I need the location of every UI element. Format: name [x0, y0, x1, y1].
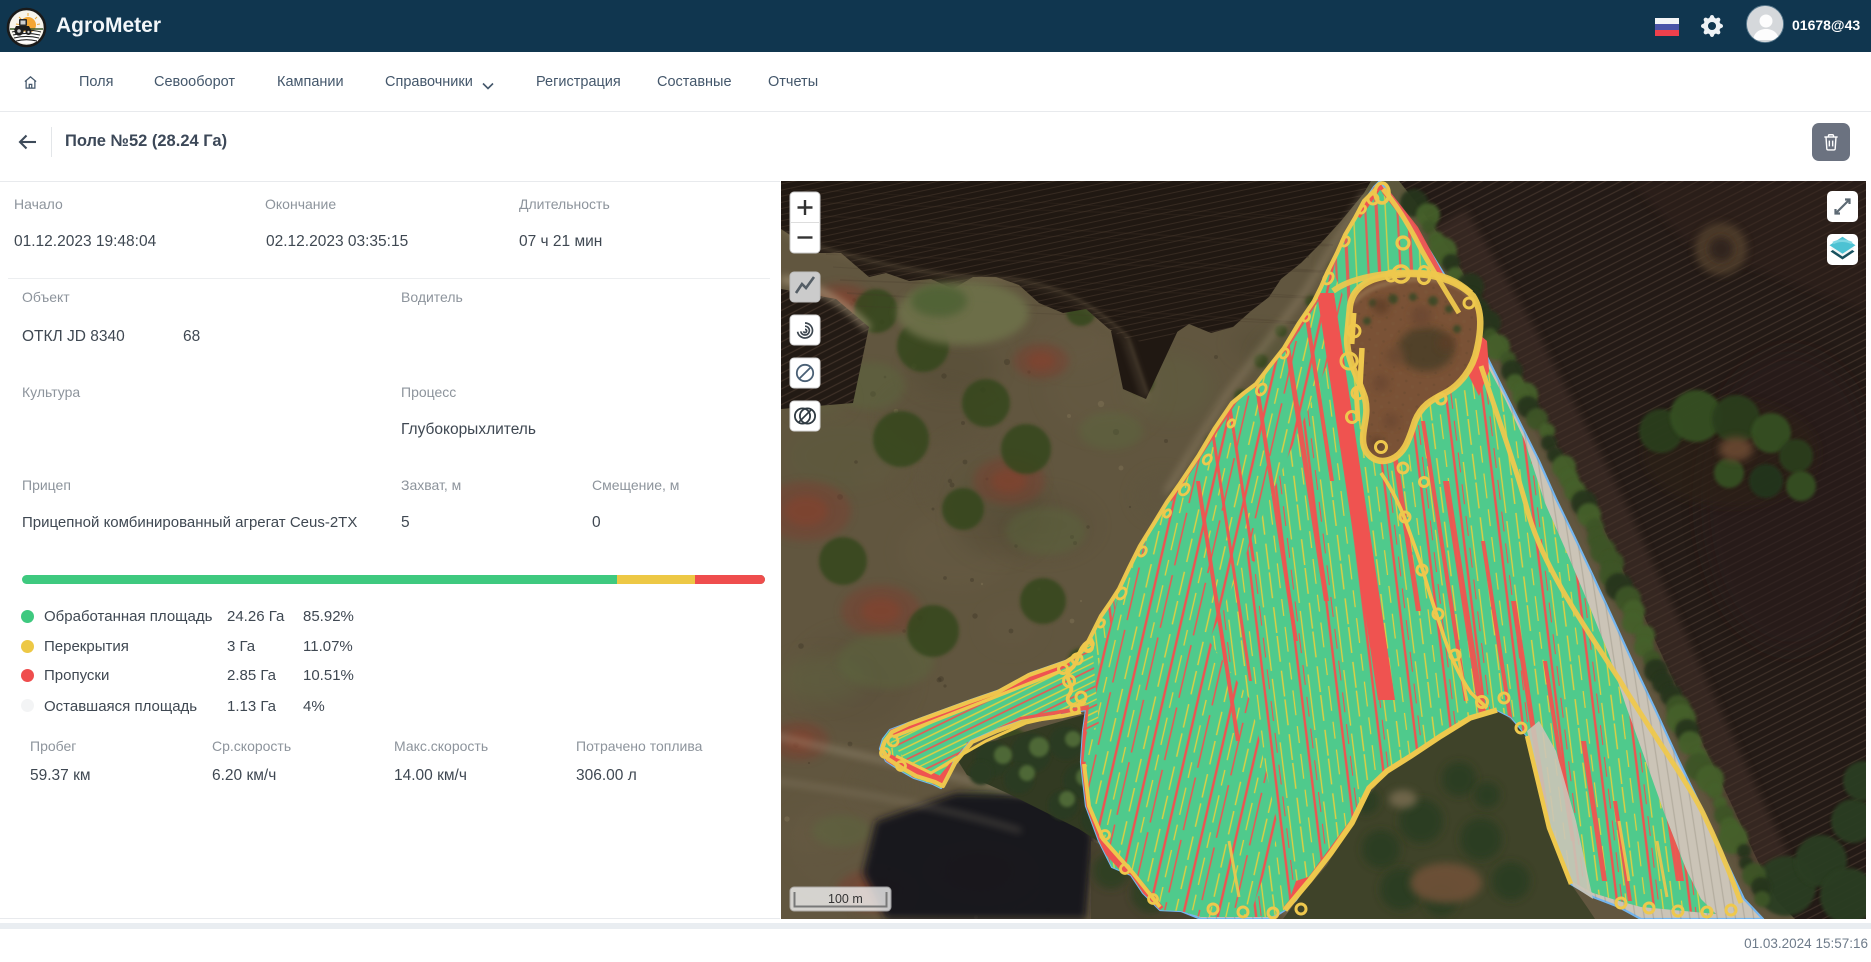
svg-text:100 m: 100 m — [828, 892, 863, 906]
